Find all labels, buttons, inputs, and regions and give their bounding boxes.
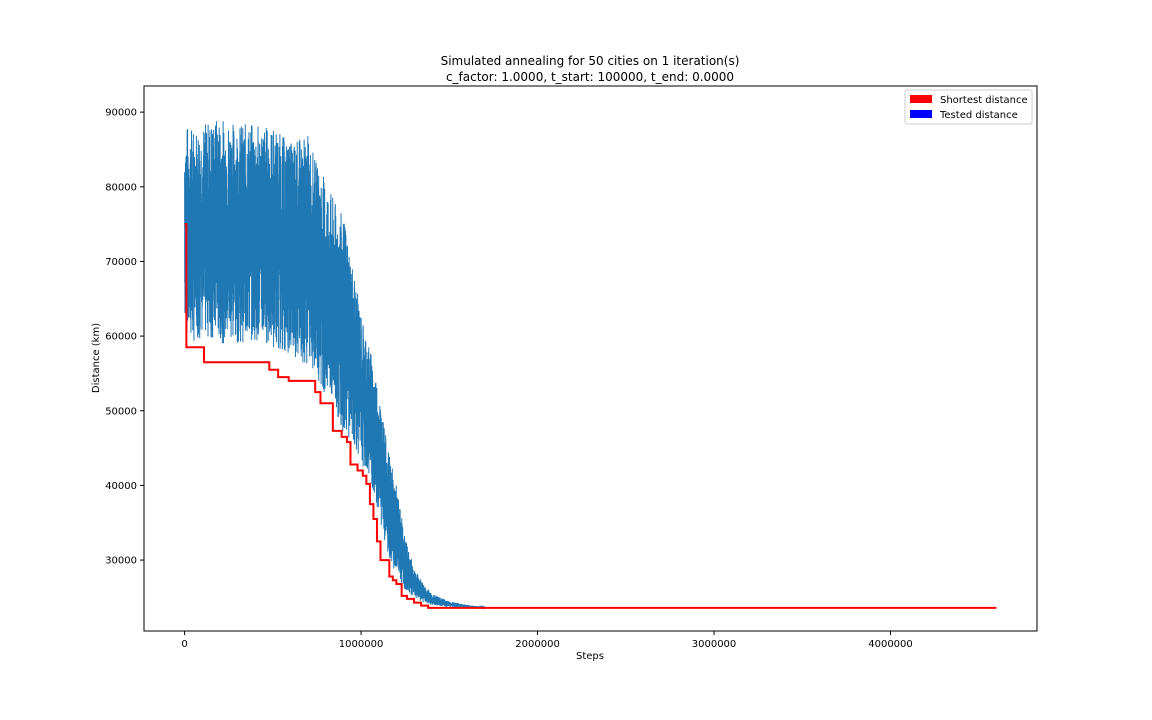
plot-frame [143, 85, 1038, 632]
legend-swatch-shortest-distance [910, 95, 932, 103]
series-tested-distance [184, 121, 486, 610]
x-tick-label: 0 [181, 639, 187, 650]
x-axis-label: Steps [576, 651, 604, 662]
x-axis: 0 1000000 2000000 3000000 4000000 [181, 631, 913, 650]
y-tick-label: 40000 [105, 481, 137, 492]
y-tick-label: 90000 [105, 108, 137, 119]
y-tick-label: 30000 [105, 556, 137, 567]
x-tick-label: 1000000 [339, 639, 384, 650]
legend-box [904, 89, 1033, 125]
legend-swatch-tested-distance [910, 110, 932, 118]
x-tick-label: 2000000 [515, 639, 560, 650]
chart-title: Simulated annealing for 50 cities on 1 i… [441, 54, 740, 68]
y-tick-label: 70000 [105, 257, 137, 268]
legend-label-shortest-distance: Shortest distance [940, 95, 1028, 106]
y-axis-label: Distance (km) [91, 323, 102, 393]
x-tick-label: 3000000 [692, 639, 737, 650]
y-tick-label: 80000 [105, 182, 137, 193]
legend: Shortest distance Tested distance [904, 89, 1033, 125]
x-tick-label: 4000000 [868, 639, 913, 650]
series-shortest-distance [184, 223, 997, 609]
legend-label-tested-distance: Tested distance [939, 110, 1018, 121]
y-tick-label: 60000 [105, 332, 137, 343]
y-tick-label: 50000 [105, 406, 137, 417]
y-axis: 30000 40000 50000 60000 70000 80000 90000 [105, 108, 144, 567]
chart-subtitle: c_factor: 1.0000, t_start: 100000, t_end… [446, 70, 734, 84]
